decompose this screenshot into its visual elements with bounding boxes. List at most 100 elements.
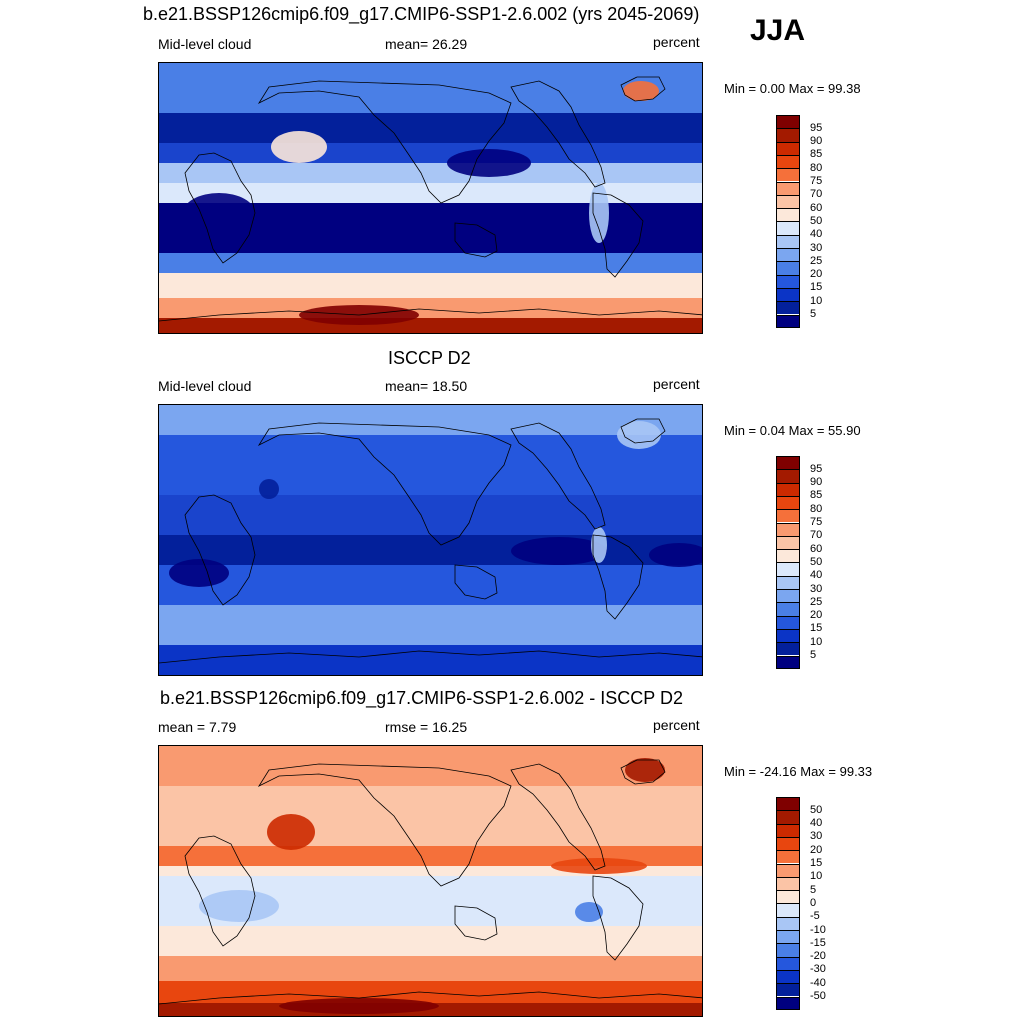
colorbar-swatch	[776, 221, 800, 235]
colorbar-swatch	[776, 549, 800, 563]
colorbar-swatch	[776, 154, 800, 169]
panel-3-minmax: Min = -24.16 Max = 99.33	[724, 764, 873, 779]
colorbar-label: 40	[810, 817, 823, 830]
colorbar-label: 60	[810, 542, 823, 555]
colorbar-swatch	[776, 168, 800, 182]
colorbar-swatch	[776, 234, 800, 248]
colorbar-swatch	[776, 876, 800, 891]
colorbar-label: 30	[810, 582, 823, 595]
colorbar-swatch	[776, 261, 800, 275]
colorbar-label: 15	[810, 857, 823, 869]
colorbar-label: -30	[810, 963, 826, 976]
colorbar-label: 25	[810, 254, 823, 267]
colorbar-swatch	[776, 642, 800, 656]
colorbar-swatch	[776, 863, 800, 877]
panel-3-mean-label: mean = 7.79	[158, 719, 237, 735]
colorbar-label: -15	[810, 936, 826, 949]
colorbar-label: 50	[810, 555, 823, 568]
panel-2-map	[158, 404, 703, 676]
colorbar-label: 50	[810, 803, 823, 816]
colorbar-swatch	[776, 301, 800, 315]
colorbar-label: 70	[810, 529, 823, 542]
panel-2-units-label: percent	[653, 376, 700, 392]
colorbar-swatch	[776, 522, 800, 536]
colorbar-swatch	[776, 930, 800, 944]
season-label: JJA	[750, 14, 806, 47]
panel-3-title: b.e21.BSSP126cmip6.f09_g17.CMIP6-SSP1-2.…	[160, 688, 683, 708]
colorbar-label: 30	[810, 830, 823, 843]
panel-1-variable-label: Mid-level cloud	[158, 36, 252, 52]
colorbar-swatch	[776, 141, 800, 155]
colorbar-swatch	[776, 495, 800, 510]
colorbar-label: -5	[810, 910, 820, 923]
colorbar-swatch	[776, 969, 800, 984]
colorbar-label: 90	[810, 135, 823, 148]
colorbar-swatch	[776, 996, 800, 1010]
colorbar-label: 30	[810, 241, 823, 254]
colorbar-label: 50	[810, 214, 823, 227]
colorbar-swatch	[776, 615, 800, 629]
panel-3-map	[158, 745, 703, 1017]
colorbar-swatch	[776, 836, 800, 851]
colorbar-label: 75	[810, 175, 823, 187]
colorbar-label: 10	[810, 294, 823, 307]
colorbar-swatch	[776, 248, 800, 262]
colorbar-swatch	[776, 274, 800, 288]
colorbar-swatch	[776, 181, 800, 195]
colorbar-swatch	[776, 956, 800, 970]
panel-3-units-label: percent	[653, 717, 700, 733]
panel-1-map	[158, 62, 703, 334]
colorbar-swatch	[776, 509, 800, 523]
colorbar-label: 5	[810, 649, 817, 661]
colorbar-swatch	[776, 535, 800, 550]
colorbar-label: 5	[810, 883, 817, 896]
colorbar-swatch	[776, 810, 800, 824]
panel-3-rmse-label: rmse = 16.25	[385, 719, 468, 735]
panel-1-mean-label: mean= 26.29	[385, 36, 468, 52]
panel-2-title: ISCCP D2	[388, 348, 471, 368]
colorbar-label: 75	[810, 516, 823, 528]
colorbar-label: 10	[810, 635, 823, 648]
colorbar-swatch	[776, 208, 800, 222]
colorbar-label: 20	[810, 843, 823, 856]
colorbar-swatch	[776, 850, 800, 864]
colorbar-label: 15	[810, 622, 823, 635]
colorbar-label: 20	[810, 609, 823, 622]
colorbar-swatch	[776, 194, 800, 209]
colorbar-swatch	[776, 890, 800, 904]
colorbar-label: 90	[810, 476, 823, 489]
colorbar-swatch	[776, 823, 800, 837]
panel-1-units-label: percent	[653, 34, 700, 50]
panel-1-title: b.e21.BSSP126cmip6.f09_g17.CMIP6-SSP1-2.…	[143, 4, 700, 24]
colorbar-swatch	[776, 655, 800, 669]
panel-1-minmax: Min = 0.00 Max = 99.38	[724, 81, 861, 96]
colorbar-label: 15	[810, 281, 823, 294]
colorbar-swatch	[776, 602, 800, 616]
colorbar-label: 85	[810, 489, 823, 502]
colorbar-swatch	[776, 903, 800, 917]
colorbar-swatch	[776, 628, 800, 643]
colorbar-swatch	[776, 287, 800, 302]
colorbar-label: 95	[810, 462, 823, 475]
colorbar-label: -10	[810, 923, 826, 936]
colorbar-label: 95	[810, 121, 823, 134]
colorbar-label: -50	[810, 990, 826, 1002]
colorbar-label: 80	[810, 161, 823, 174]
colorbar-label: 10	[810, 870, 823, 883]
panel-2-variable-label: Mid-level cloud	[158, 378, 252, 394]
colorbar-outline	[776, 456, 800, 669]
panel-2-minmax: Min = 0.04 Max = 55.90	[724, 423, 861, 438]
colorbar-label: 60	[810, 201, 823, 214]
colorbar-swatch	[776, 128, 800, 142]
colorbar-swatch	[776, 983, 800, 997]
colorbar-label: 80	[810, 502, 823, 515]
colorbar-label: 20	[810, 268, 823, 281]
colorbar-label: 0	[810, 896, 817, 909]
colorbar-swatch	[776, 562, 800, 576]
colorbar-label: 40	[810, 569, 823, 582]
colorbar-label: -20	[810, 950, 826, 963]
colorbar-label: 70	[810, 188, 823, 201]
colorbar-swatch	[776, 314, 800, 328]
colorbar-swatch	[776, 469, 800, 483]
colorbar-label: 40	[810, 228, 823, 241]
